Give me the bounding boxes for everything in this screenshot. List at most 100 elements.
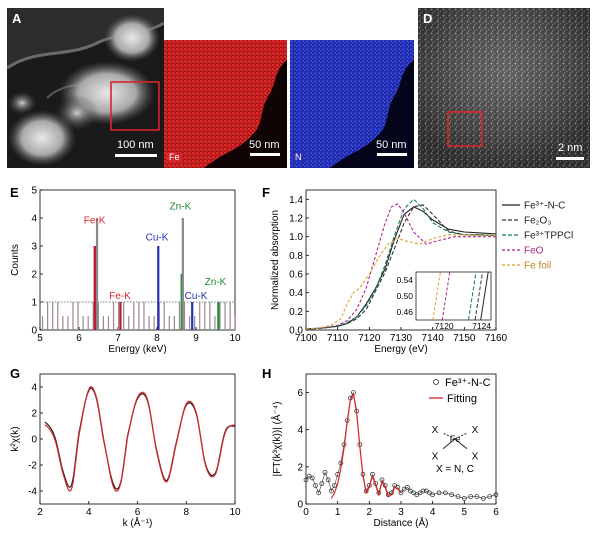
panel-b-scalebar — [250, 153, 280, 156]
panel-d-graphic — [418, 8, 590, 168]
h-data-point — [493, 492, 499, 498]
e-noise-bar — [97, 302, 99, 330]
e-noise-bar — [199, 302, 201, 330]
f-legend-label: Fe foil — [524, 261, 551, 272]
h-ytick-label: 0 — [297, 500, 303, 511]
h-ytick-label: 2 — [297, 462, 303, 473]
e-noise-bar — [62, 316, 64, 330]
f-inset-ytick-label: 0.50 — [396, 291, 413, 301]
e-noise-bar — [123, 302, 125, 330]
f-legend-label: Fe₂O₃ — [524, 216, 551, 227]
h-diagram-ligand: X — [432, 451, 439, 462]
e-noise-bar — [173, 316, 175, 330]
h-ytick-label: 6 — [297, 388, 303, 399]
f-xtick-label: 7130 — [390, 333, 413, 344]
e-noise-bar — [67, 316, 69, 330]
g-xtick-label: 10 — [229, 507, 241, 518]
f-inset-xtick-label: 7124 — [472, 321, 491, 331]
e-noise-bar — [224, 302, 226, 330]
h-xlabel: Distance (Å) — [373, 516, 428, 529]
e-noise-bar — [133, 302, 135, 330]
panel-a-highlight-box — [110, 81, 160, 131]
e-xtick-label: 5 — [37, 333, 43, 344]
f-xtick-label: 7150 — [453, 333, 476, 344]
h-diagram-note: X = N, C — [436, 464, 474, 475]
panel-d-label: D — [423, 11, 433, 26]
panel-a-label: A — [12, 11, 22, 26]
h-data-point — [449, 492, 455, 498]
panel-b-fe-map: B Fe 50 nm — [164, 40, 287, 168]
panel-c-scale-text: 50 nm — [376, 139, 407, 151]
e-noise-bar — [41, 316, 44, 330]
e-ytick-label: 5 — [31, 186, 37, 197]
f-ytick-label: 1.0 — [289, 232, 303, 243]
e-ytick-label: 0 — [31, 326, 37, 337]
h-data-point — [319, 481, 325, 486]
h-xtick-label: 1 — [335, 507, 341, 518]
panel-d-highlight-box — [447, 111, 483, 147]
panel-f-label: F — [262, 185, 270, 200]
e-noise-bar — [128, 316, 130, 330]
e-peak-label: Fe-K — [109, 291, 131, 302]
f-inset-line — [474, 271, 484, 321]
h-data-point — [474, 494, 480, 499]
g-series-line — [44, 385, 236, 492]
h-data-point — [455, 494, 461, 499]
f-series-line — [305, 204, 497, 330]
e-xtick-label: 6 — [76, 333, 82, 344]
e-noise-bar — [47, 302, 49, 330]
h-legend-label: Fe³⁺-N-C — [445, 377, 491, 389]
e-noise-bar — [214, 316, 216, 330]
f-ytick-label: 0.0 — [289, 326, 303, 337]
e-noise-bar — [107, 316, 110, 330]
h-legend-marker-circle — [433, 379, 439, 385]
panel-d-scale-text: 2 nm — [558, 142, 583, 154]
panel-b-scale-text: 50 nm — [249, 139, 280, 151]
e-noise-bar — [204, 302, 206, 330]
e-peak-bar — [157, 246, 160, 330]
e-noise-bar — [112, 302, 115, 330]
e-peak-bar — [95, 218, 99, 330]
e-noise-bar — [82, 316, 84, 330]
panel-g-label: G — [10, 366, 21, 381]
e-noise-bar — [72, 302, 74, 330]
f-inset-ytick-label: 0.54 — [396, 275, 413, 285]
h-diagram-bond — [454, 438, 468, 450]
e-noise-bar — [143, 302, 145, 330]
e-noise-bar — [234, 316, 236, 330]
f-ytick-label: 0.8 — [289, 251, 303, 262]
e-noise-bar — [102, 316, 104, 330]
h-data-point — [461, 496, 467, 501]
e-noise-bar — [168, 316, 170, 330]
f-inset-line — [468, 271, 477, 321]
panel-a-scalebar — [115, 154, 157, 157]
h-data-point — [313, 483, 318, 488]
h-data-point — [480, 496, 486, 501]
e-ytick-label: 2 — [31, 270, 37, 281]
panel-h-label: H — [262, 366, 272, 381]
e-noise-bar — [118, 302, 120, 330]
h-data-point — [404, 484, 410, 490]
g-xtick-label: 8 — [183, 507, 189, 518]
h-xtick-label: 3 — [398, 507, 404, 518]
h-xtick-label: 4 — [430, 507, 436, 518]
h-data-line — [305, 391, 497, 499]
e-noise-bar — [148, 316, 150, 330]
g-ylabel: k²χ(k) — [10, 426, 21, 451]
h-diagram-ligand: X — [472, 425, 479, 436]
e-xtick-label: 8 — [154, 333, 160, 344]
e-xtick-label: 9 — [193, 333, 199, 344]
f-legend-label: Fe³⁺TPPCl — [524, 231, 573, 242]
e-noise-bar — [194, 316, 196, 330]
f-ytick-label: 0.4 — [289, 288, 303, 299]
e-peak-label: Cu-K — [185, 291, 208, 302]
panel-c-scalebar — [377, 153, 407, 156]
g-xtick-label: 6 — [135, 507, 141, 518]
h-data-point — [316, 490, 322, 496]
g-ytick-label: 2 — [31, 409, 37, 420]
e-ytick-label: 1 — [31, 298, 37, 309]
h-data-point — [436, 490, 442, 496]
f-ytick-label: 0.6 — [289, 270, 303, 281]
h-fit-line — [330, 392, 402, 499]
e-ylabel: Counts — [10, 244, 21, 276]
